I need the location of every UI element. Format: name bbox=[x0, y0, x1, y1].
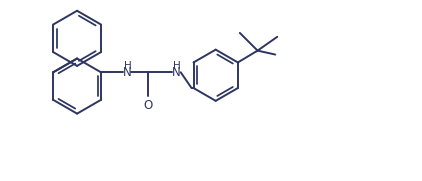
Text: O: O bbox=[143, 99, 153, 112]
Text: N: N bbox=[172, 66, 181, 79]
Text: N: N bbox=[123, 66, 131, 79]
Text: H: H bbox=[173, 61, 181, 71]
Text: H: H bbox=[124, 61, 131, 71]
